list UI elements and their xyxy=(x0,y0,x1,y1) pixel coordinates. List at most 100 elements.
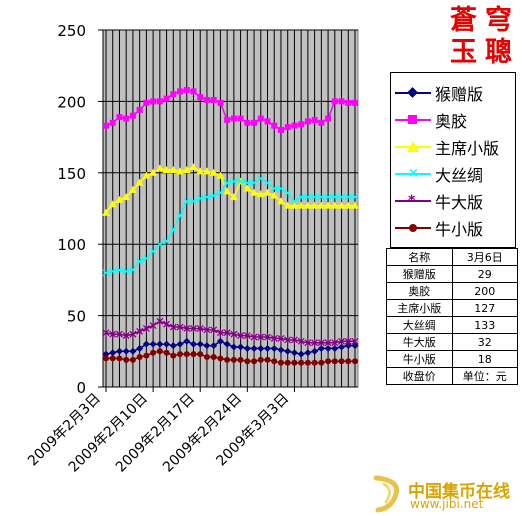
data-point xyxy=(223,187,232,195)
data-point xyxy=(155,164,164,172)
table-row: 牛大版 32 xyxy=(386,333,518,351)
data-point xyxy=(298,359,305,366)
table-cell: 3月6日 xyxy=(451,248,518,266)
data-point xyxy=(270,334,278,343)
data-point xyxy=(163,340,171,348)
data-point xyxy=(115,195,124,203)
data-point xyxy=(311,193,319,201)
data-point xyxy=(230,330,238,339)
data-point xyxy=(297,350,305,358)
data-point xyxy=(115,347,123,355)
data-point xyxy=(250,344,258,352)
table-cell: 29 xyxy=(451,265,518,283)
data-point xyxy=(169,342,177,350)
data-point xyxy=(297,201,306,209)
legend-swatch-niuxiao xyxy=(395,220,431,236)
data-point xyxy=(250,333,258,342)
data-point xyxy=(216,337,224,345)
data-point xyxy=(284,347,292,355)
data-point xyxy=(230,177,238,185)
data-point xyxy=(170,91,177,98)
data-point xyxy=(297,337,305,346)
data-point xyxy=(257,333,265,342)
data-point xyxy=(291,359,298,366)
data-point xyxy=(257,175,265,182)
legend-swatch-aojiao xyxy=(395,112,431,128)
data-point xyxy=(217,355,224,362)
data-point xyxy=(150,98,157,105)
data-point xyxy=(156,348,163,355)
data-point xyxy=(102,208,110,216)
data-point xyxy=(264,344,272,352)
legend-swatch-niuda: * xyxy=(395,193,431,209)
legend-label-aojiao: 奥胶 xyxy=(435,111,468,131)
data-point xyxy=(203,193,211,201)
data-point xyxy=(203,342,211,350)
data-point xyxy=(176,340,184,348)
data-point xyxy=(311,338,319,347)
data-point xyxy=(243,344,251,352)
data-point xyxy=(331,338,339,347)
data-point xyxy=(243,179,251,187)
data-point xyxy=(103,355,109,362)
data-point xyxy=(324,338,332,347)
data-point xyxy=(223,179,231,187)
data-point xyxy=(190,88,197,95)
data-point xyxy=(257,344,265,352)
data-point xyxy=(298,121,305,128)
data-point xyxy=(284,189,292,197)
data-point xyxy=(250,188,259,196)
data-point xyxy=(123,115,130,122)
data-point xyxy=(217,99,224,106)
data-point xyxy=(169,226,177,234)
data-point xyxy=(142,324,150,333)
y-tick-label: 150 xyxy=(57,165,86,183)
legend-swatch-zhuxi xyxy=(395,139,431,155)
table-cell: 大丝绸 xyxy=(386,316,453,334)
data-point xyxy=(270,191,279,199)
table-row: 主席小版 127 xyxy=(386,299,518,317)
data-point xyxy=(143,99,150,106)
data-point xyxy=(338,337,345,346)
data-point xyxy=(284,124,291,131)
data-point xyxy=(270,344,278,352)
data-point xyxy=(210,325,218,334)
data-point xyxy=(177,88,184,95)
data-point xyxy=(290,349,298,357)
table-cell: 牛小版 xyxy=(386,350,453,368)
data-point xyxy=(257,356,264,363)
data-point xyxy=(256,190,265,198)
logo-char-1: 蒼 xyxy=(450,5,477,36)
data-point xyxy=(352,99,358,106)
data-point xyxy=(183,324,191,333)
data-point xyxy=(122,331,130,340)
data-point xyxy=(163,95,170,102)
data-point xyxy=(210,342,218,350)
data-point xyxy=(345,99,352,106)
data-point xyxy=(116,355,123,362)
data-point xyxy=(297,193,305,201)
data-point xyxy=(108,200,117,208)
data-point xyxy=(263,188,272,196)
data-point xyxy=(176,212,184,220)
legend-item-niuda: * 牛大版 xyxy=(391,187,515,214)
data-point xyxy=(109,330,117,339)
data-point xyxy=(190,197,197,205)
data-point xyxy=(337,201,346,209)
table-row: 奥胶 200 xyxy=(386,282,518,300)
data-point xyxy=(169,165,178,173)
legend-item-niuxiao: 牛小版 xyxy=(391,214,515,241)
data-point xyxy=(122,193,131,201)
table-row: 猴赠版 29 xyxy=(386,265,518,283)
data-point xyxy=(271,122,278,129)
data-point xyxy=(123,356,130,363)
data-point xyxy=(216,171,225,179)
data-point xyxy=(129,266,137,274)
watermark-url: www.jibi.net xyxy=(410,497,484,511)
data-point xyxy=(324,193,332,201)
data-point xyxy=(142,340,150,348)
data-point xyxy=(352,358,358,365)
data-point xyxy=(277,334,285,343)
data-point xyxy=(163,320,170,329)
data-point xyxy=(116,114,123,121)
